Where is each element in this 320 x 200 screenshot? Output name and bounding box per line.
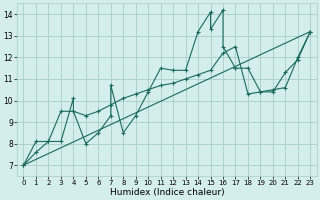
X-axis label: Humidex (Indice chaleur): Humidex (Indice chaleur) [109, 188, 224, 197]
